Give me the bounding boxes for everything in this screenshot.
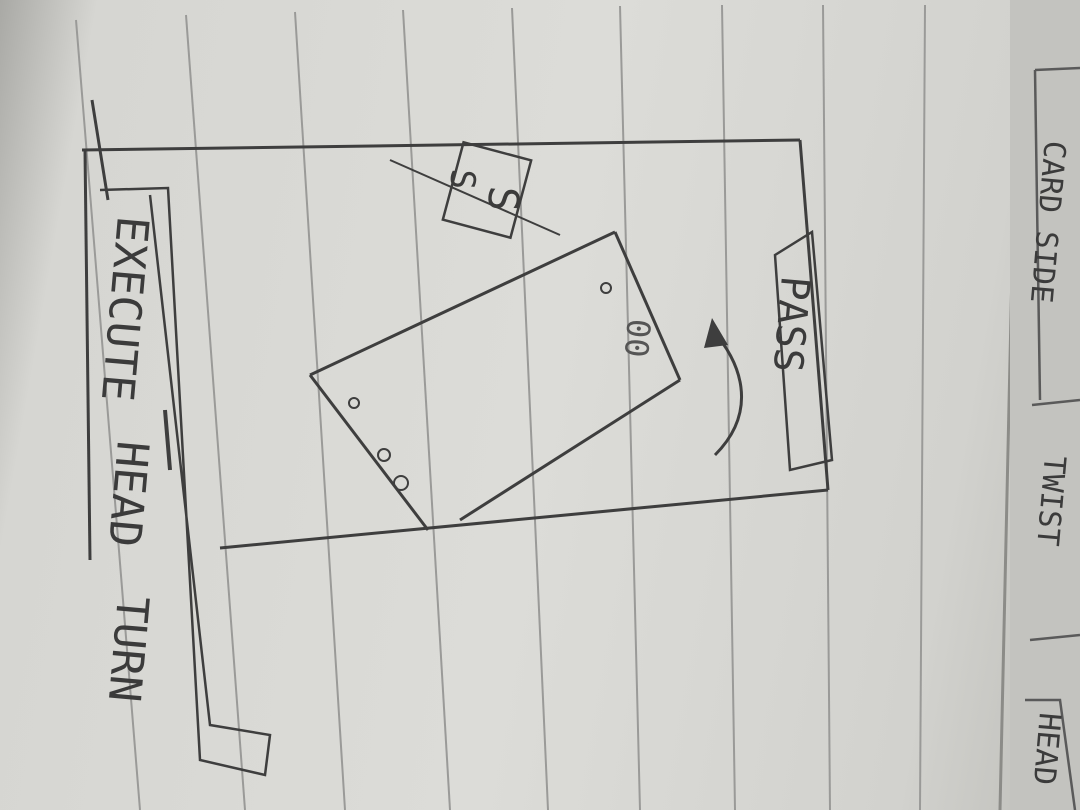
card-badge-letter: S: [478, 184, 529, 213]
card-shape: [308, 230, 682, 531]
card-badge-letter-small: S: [441, 167, 483, 191]
tab-bar: [1025, 66, 1080, 810]
sketch-screen-frame: [81, 138, 830, 561]
card-content: 00: [348, 282, 658, 491]
card-label: 00: [617, 317, 658, 359]
ruled-lines: [75, 4, 926, 810]
turn-label: TURN: [98, 594, 158, 704]
execute-label: EXECUTE: [91, 214, 158, 403]
tab-twist[interactable]: TWIST: [1029, 454, 1072, 547]
head-label: HEAD: [98, 439, 158, 549]
arrow-head-icon: [704, 318, 728, 348]
tab-head[interactable]: HEAD: [1026, 711, 1067, 786]
execute-head-turn-button[interactable]: EXECUTE HEAD TURN: [90, 99, 272, 777]
rotate-arrow-icon: [710, 328, 743, 457]
next-page: [1010, 0, 1080, 810]
pass-label: PASS: [764, 274, 818, 374]
pass-button[interactable]: PASS: [764, 229, 834, 472]
card-badge: S S: [389, 140, 561, 240]
